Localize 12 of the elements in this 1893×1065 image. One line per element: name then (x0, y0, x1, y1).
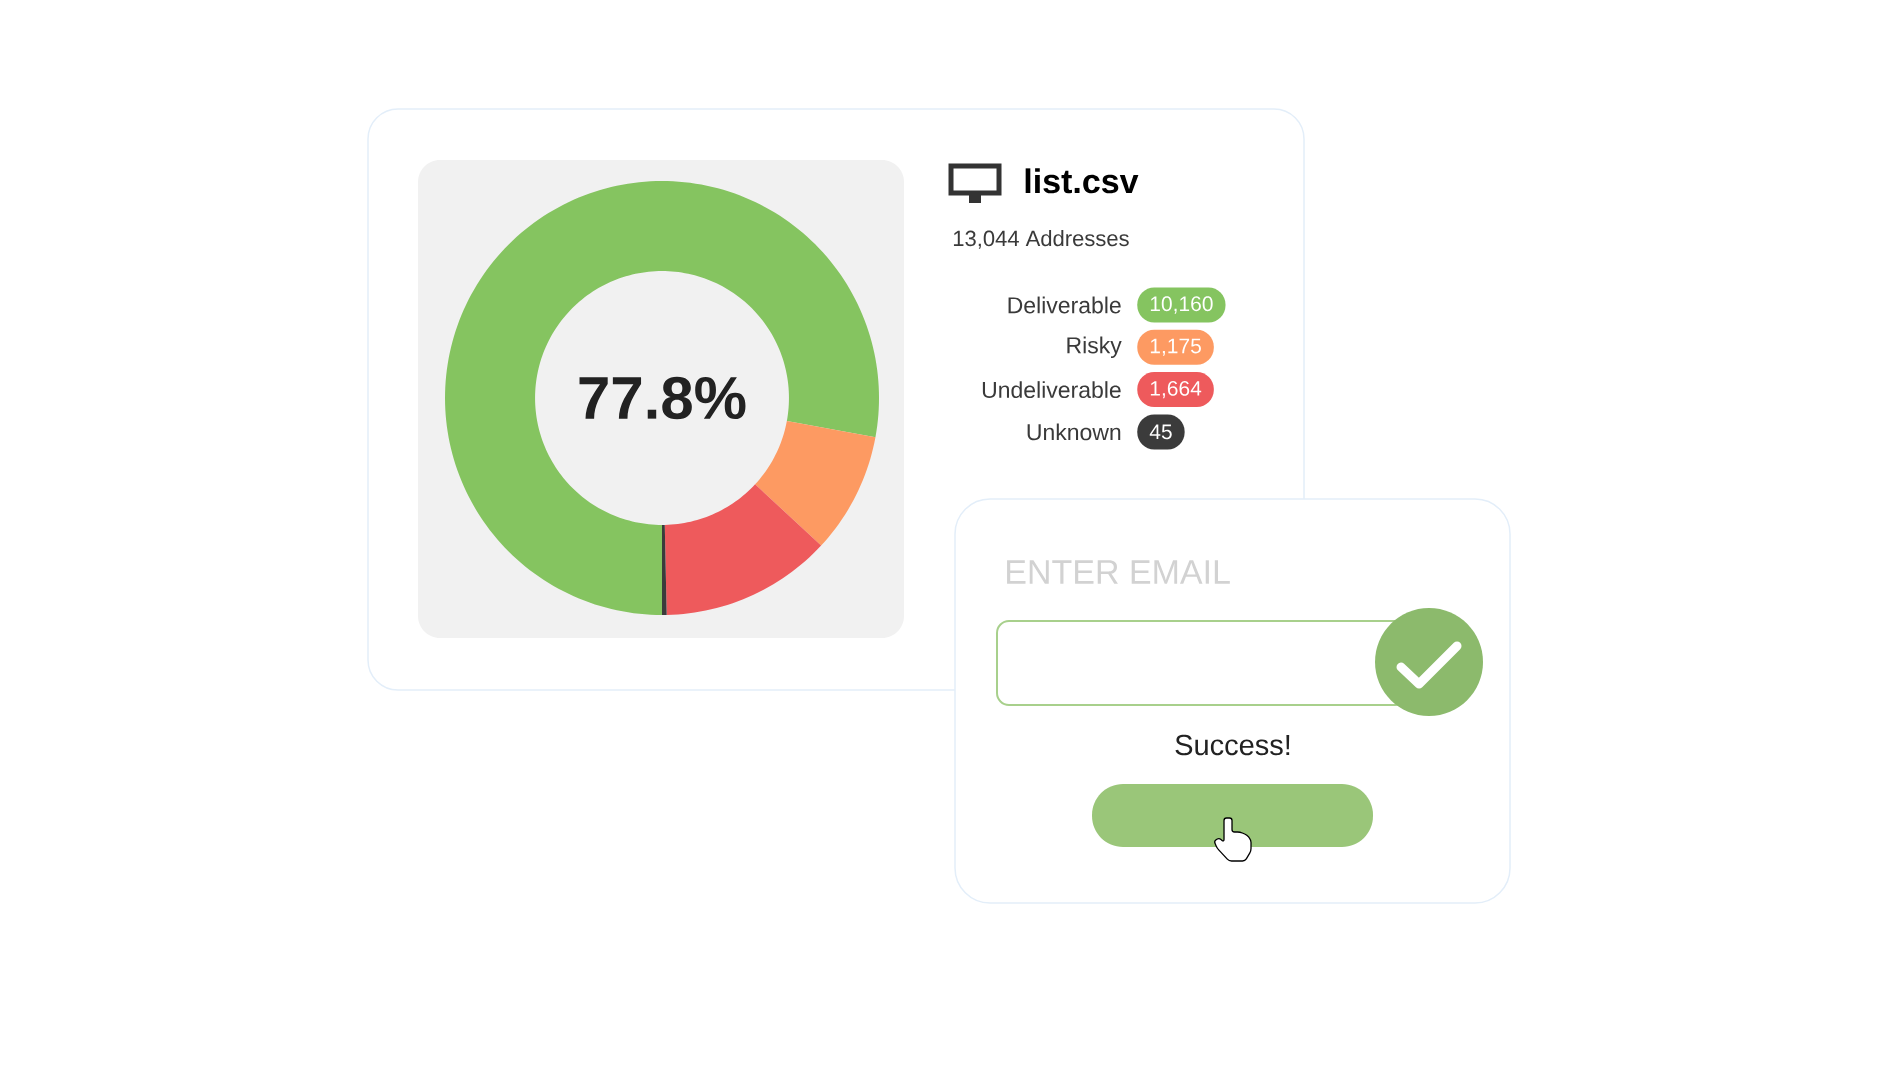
legend-label: Undeliverable (982, 381, 1121, 399)
legend-label: Risky (1067, 336, 1122, 358)
legend-label: Deliverable (1008, 296, 1121, 314)
text: 13,044 Addresses (953, 230, 1129, 249)
chart-title: list.csv (1025, 168, 1139, 194)
data-label: 10,160 (1150, 296, 1213, 314)
data-label: 45 (1149, 424, 1172, 440)
text: Success! (1175, 734, 1290, 756)
text: 77.8% (579, 376, 746, 420)
legend-label: Unknown (1027, 423, 1121, 441)
data-label: 1,664 (1150, 380, 1202, 399)
data-label: 1,175 (1150, 338, 1201, 356)
